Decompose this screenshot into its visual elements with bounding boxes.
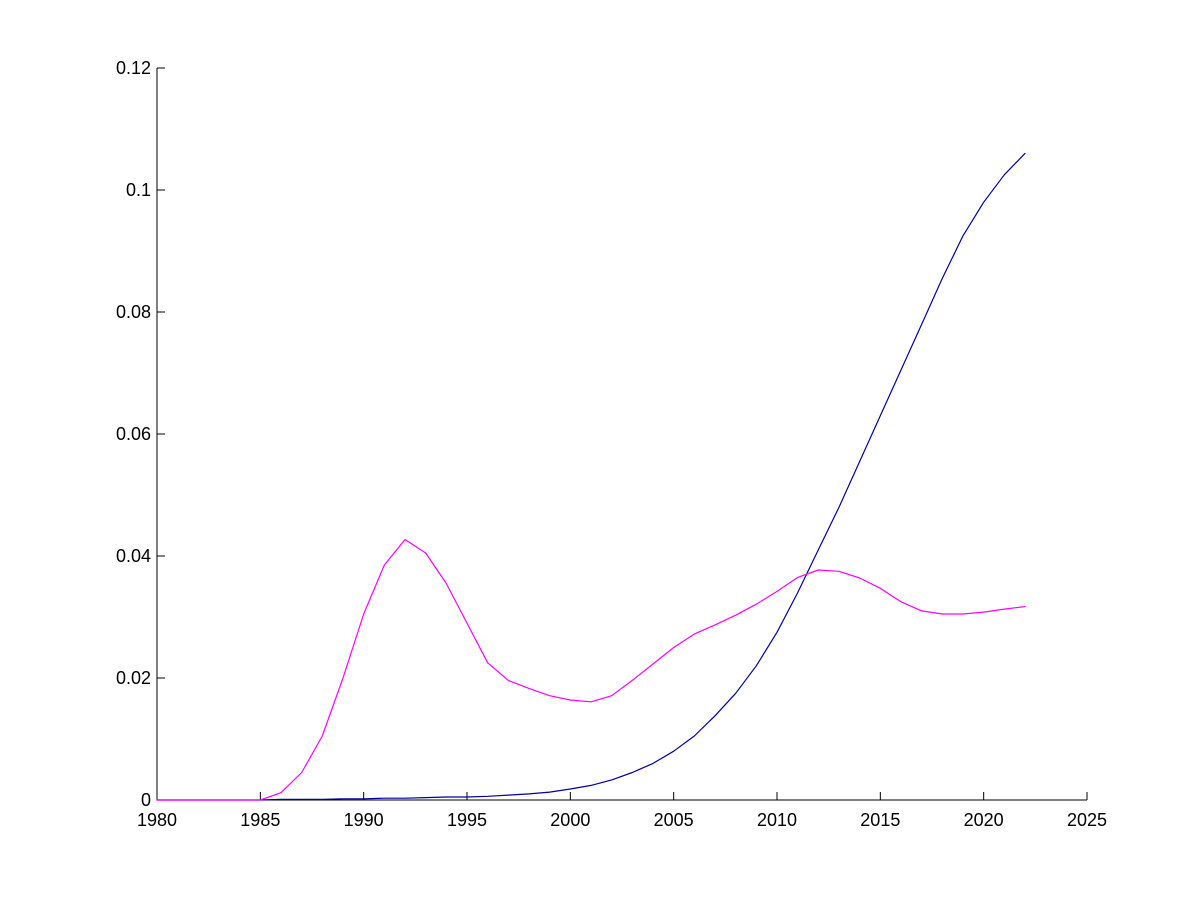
x-tick-label: 2010 bbox=[757, 810, 797, 830]
y-axis-ticks: 0 0.02 0.04 0.06 0.08 0.1 0.12 bbox=[116, 58, 165, 810]
y-tick-label: 0 bbox=[141, 790, 151, 810]
series-line-2 bbox=[156, 538, 1026, 801]
x-tick-label: 1980 bbox=[137, 810, 177, 830]
x-tick-label: 2005 bbox=[654, 810, 694, 830]
y-tick-label: 0.08 bbox=[116, 302, 151, 322]
x-tick-label: 2025 bbox=[1067, 810, 1107, 830]
x-tick-label: 2020 bbox=[964, 810, 1004, 830]
y-tick-label: 0.02 bbox=[116, 668, 151, 688]
y-tick-label: 0.06 bbox=[116, 424, 151, 444]
series-line-1 bbox=[156, 152, 1026, 801]
x-tick-label: 1995 bbox=[447, 810, 487, 830]
x-axis-ticks: 1980 1985 1990 1995 2000 2005 2010 2015 2020 2025 bbox=[137, 792, 1107, 830]
y-tick-label: 0.1 bbox=[126, 180, 151, 200]
x-tick-label: 2015 bbox=[860, 810, 900, 830]
y-tick-label: 0.12 bbox=[116, 58, 151, 78]
x-tick-label: 2000 bbox=[550, 810, 590, 830]
x-tick-label: 1985 bbox=[240, 810, 280, 830]
series-layer bbox=[156, 152, 1026, 801]
plot-area: 0 0.02 0.04 0.06 0.08 0.1 0.12 1980 1985 1990 199… bbox=[116, 58, 1107, 830]
y-tick-label: 0.04 bbox=[116, 546, 151, 566]
x-tick-label: 1990 bbox=[344, 810, 384, 830]
